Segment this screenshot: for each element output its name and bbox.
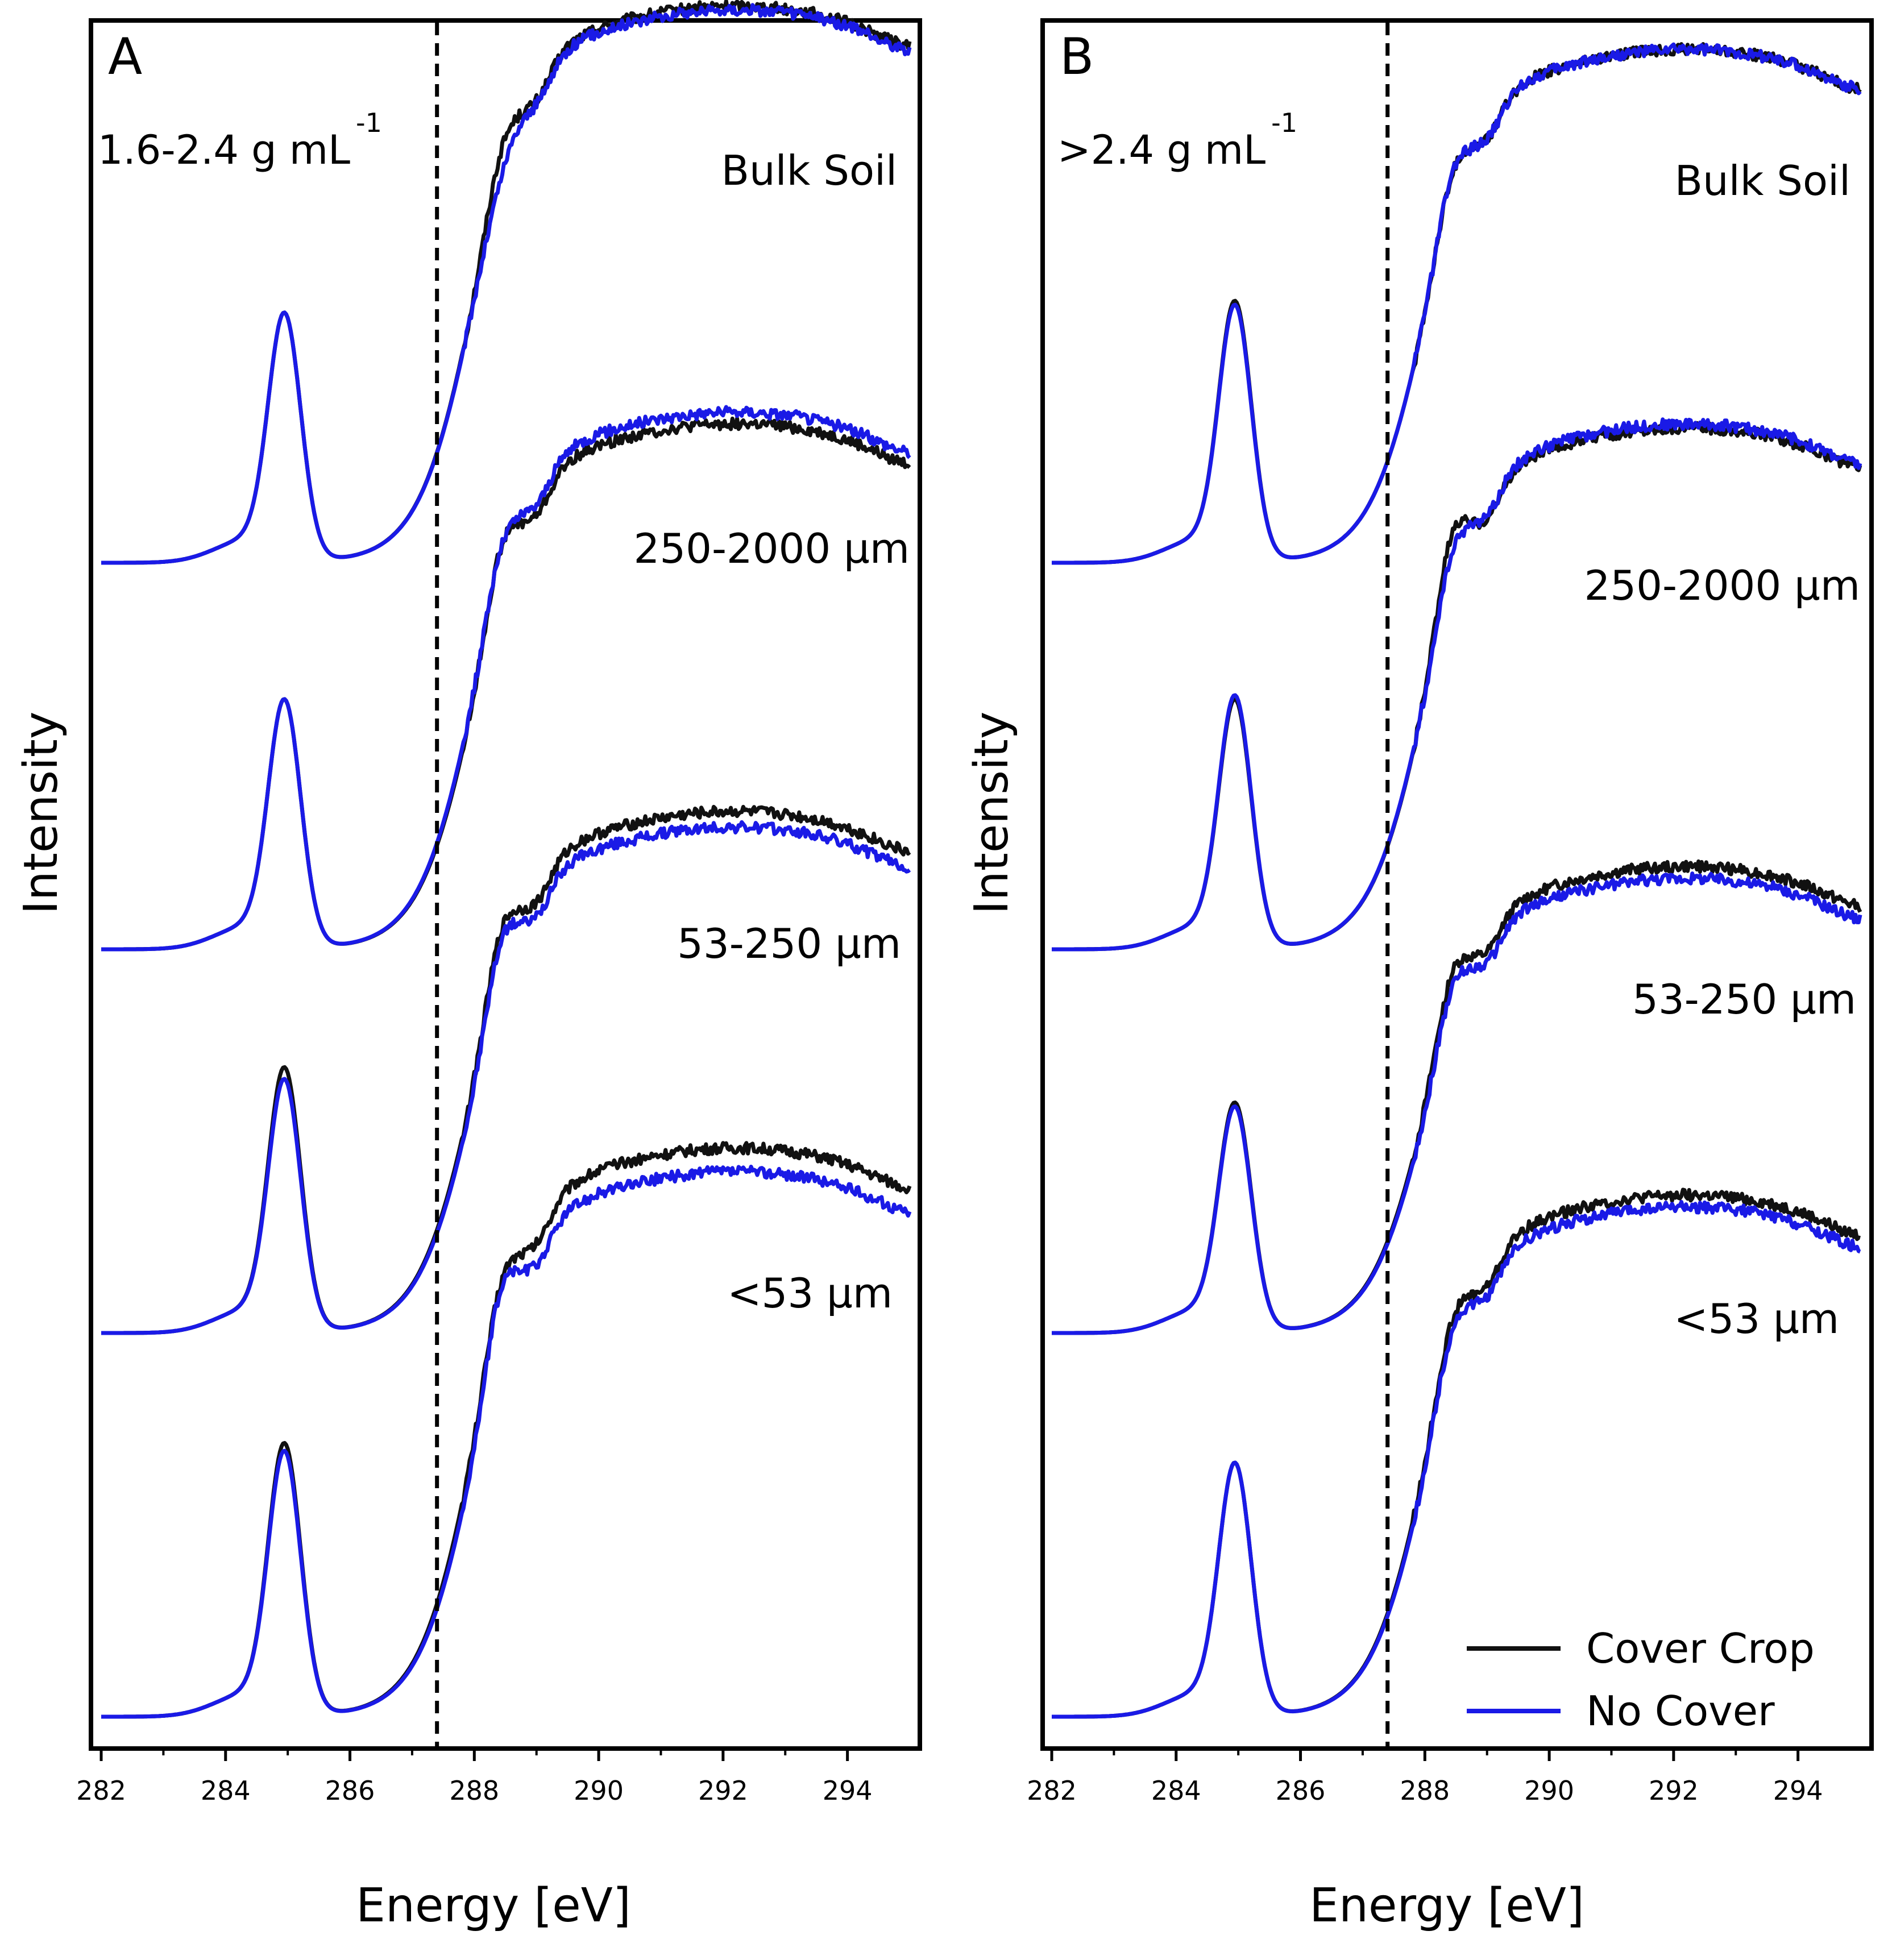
panel-a-y-axis-label: Intensity [14, 712, 68, 915]
panel-b-traces [1051, 42, 1862, 1719]
panel-b: B >2.4 g mL-1 282 284 286 288 290 292 294 Bulk… [965, 18, 1874, 1933]
panel-b-trace-label-53-250: 53-250 µm [1632, 975, 1856, 1023]
panel-b-letter: B [1060, 27, 1094, 86]
panel-b-x-tick-label-288: 288 [1400, 1775, 1450, 1806]
panel-a-trace-3-cover-crop [101, 804, 911, 1335]
panel-a-trace-label-250-2000: 250-2000 µm [634, 525, 910, 572]
panel-b-x-tick-label-282: 282 [1027, 1775, 1077, 1806]
panel-b-x-tick-label-294: 294 [1773, 1775, 1823, 1806]
panel-a-x-ticks: 282 284 286 288 290 292 294 [76, 1747, 873, 1806]
panel-a-x-tick-label-290: 290 [574, 1775, 624, 1806]
panel-a-trace-2-no-cover [101, 405, 911, 952]
panel-a-frame [89, 18, 922, 1751]
panel-b-x-ticks: 282 284 286 288 290 292 294 [1027, 1747, 1823, 1806]
panel-a-trace-3-no-cover [101, 820, 911, 1335]
panel-a-trace-label-53-250: 53-250 µm [677, 920, 901, 967]
panel-b-trace-1-no-cover [1051, 42, 1862, 565]
panel-a-trace-4-no-cover [101, 1164, 912, 1719]
panel-a-traces [101, 0, 912, 1719]
panel-a-x-tick-label-286: 286 [325, 1775, 375, 1806]
panel-b-trace-4-no-cover [1051, 1199, 1861, 1719]
panel-b-x-tick-label-284: 284 [1151, 1775, 1201, 1806]
panel-b-density-annotation: >2.4 g mL-1 [1057, 107, 1297, 173]
panel-b-x-tick-label-290: 290 [1524, 1775, 1574, 1806]
panel-a-x-tick-label-282: 282 [76, 1775, 126, 1806]
panel-a-trace-1-cover-crop [101, 0, 912, 565]
panel-a-trace-label-lt53: <53 µm [727, 1269, 893, 1317]
panel-b-y-axis-label: Intensity [965, 712, 1019, 915]
panel-b-trace-3-no-cover [1051, 871, 1862, 1335]
panel-a-trace-4-cover-crop [101, 1141, 912, 1719]
legend: Cover Crop No Cover [1467, 1625, 1815, 1735]
panel-a-x-axis-label: Energy [eV] [356, 1879, 631, 1933]
legend-label-no-cover: No Cover [1586, 1687, 1775, 1735]
panel-a-x-tick-label-294: 294 [823, 1775, 873, 1806]
panel-a-x-tick-label-292: 292 [698, 1775, 748, 1806]
panel-a-trace-label-bulk-soil: Bulk Soil [721, 147, 897, 194]
panel-a-trace-2-cover-crop [101, 416, 911, 952]
panel-a-x-tick-label-288: 288 [449, 1775, 499, 1806]
panel-b-x-tick-label-286: 286 [1276, 1775, 1326, 1806]
panel-a-density-annotation: 1.6-2.4 g mL-1 [98, 107, 382, 173]
panel-b-x-axis-label: Energy [eV] [1309, 1879, 1584, 1933]
panel-b-trace-2-no-cover [1051, 417, 1862, 952]
panel-a-x-tick-label-284: 284 [201, 1775, 251, 1806]
panel-b-trace-label-bulk-soil: Bulk Soil [1675, 157, 1850, 205]
legend-label-cover-crop: Cover Crop [1586, 1625, 1815, 1672]
panel-a-trace-1-no-cover [101, 3, 912, 565]
panel-a-letter: A [108, 27, 142, 86]
panel-b-trace-label-250-2000: 250-2000 µm [1584, 562, 1860, 609]
panel-b-trace-1-cover-crop [1051, 42, 1862, 565]
panel-b-trace-label-lt53: <53 µm [1674, 1295, 1839, 1343]
panel-b-x-tick-label-292: 292 [1649, 1775, 1699, 1806]
panel-a: A 1.6-2.4 g mL-1 282 284 286 288 290 292 294 B… [14, 0, 922, 1933]
panel-b-frame [1040, 18, 1874, 1751]
